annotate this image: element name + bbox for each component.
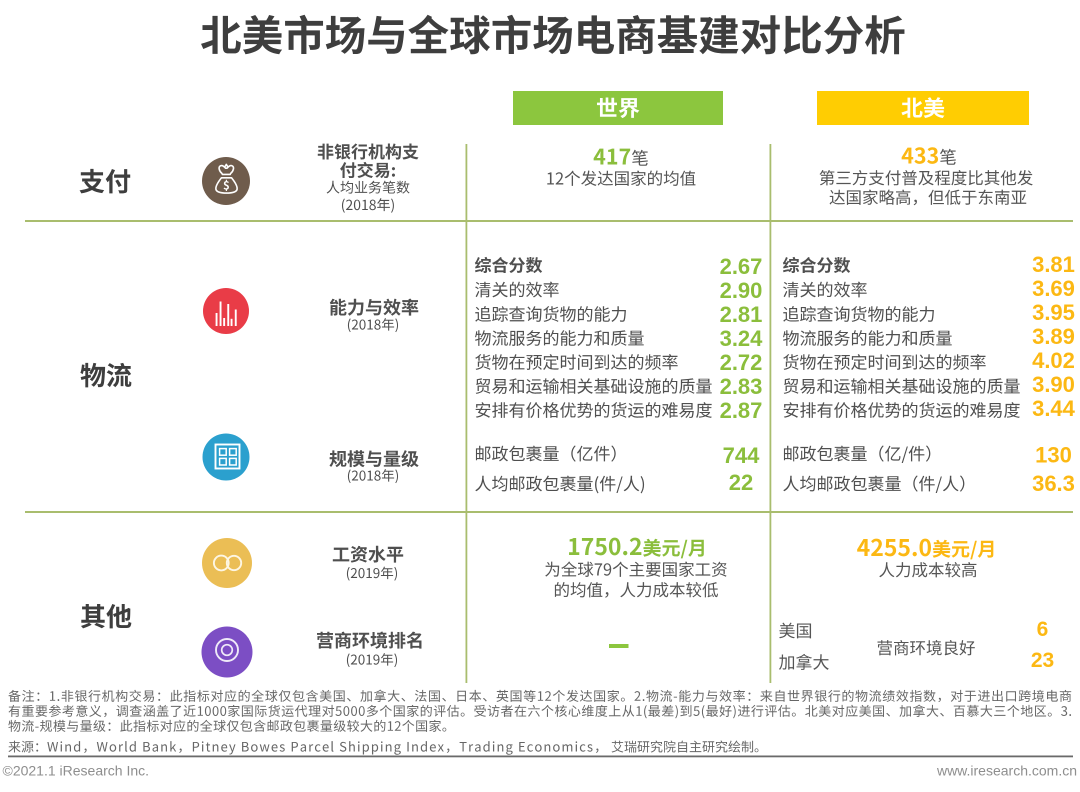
svg-text:3.24: 3.24 <box>720 326 764 351</box>
svg-text:3.44: 3.44 <box>1032 396 1076 421</box>
svg-text:3.69: 3.69 <box>1032 276 1075 301</box>
svg-text:3.90: 3.90 <box>1032 372 1075 397</box>
svg-text:23: 23 <box>1031 649 1054 672</box>
svg-text:3.81: 3.81 <box>1032 252 1075 277</box>
svg-text:6: 6 <box>1037 618 1049 641</box>
svg-text:2.67: 2.67 <box>720 254 763 279</box>
svg-text:©2021.1 iResearch Inc.: ©2021.1 iResearch Inc. <box>3 763 150 779</box>
svg-text:2.83: 2.83 <box>720 374 763 399</box>
svg-text:2.87: 2.87 <box>720 398 763 423</box>
svg-text:4.02: 4.02 <box>1032 348 1075 373</box>
svg-text:22: 22 <box>729 470 753 495</box>
svg-text:130: 130 <box>1035 443 1072 468</box>
svg-text:3.89: 3.89 <box>1032 324 1075 349</box>
svg-text:2.72: 2.72 <box>720 350 763 375</box>
svg-text:2.90: 2.90 <box>720 278 763 303</box>
svg-text:744: 744 <box>723 443 760 468</box>
svg-text:2.81: 2.81 <box>720 302 763 327</box>
svg-text:36.3: 36.3 <box>1032 471 1075 496</box>
svg-text:3.95: 3.95 <box>1032 300 1075 325</box>
svg-text:www.iresearch.com.cn: www.iresearch.com.cn <box>936 763 1077 779</box>
